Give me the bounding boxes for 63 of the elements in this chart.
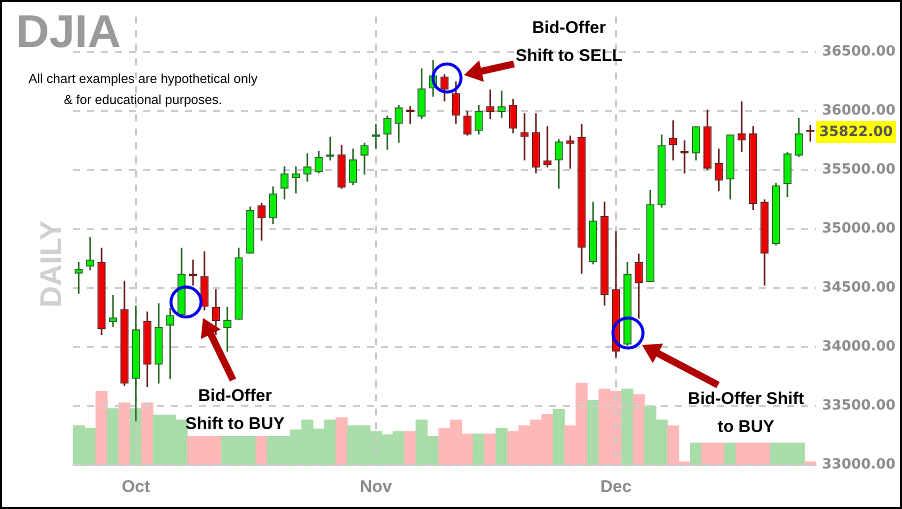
bar [621, 388, 634, 465]
candlestick [292, 166, 300, 194]
y-tick-label: 36500.00 [822, 43, 896, 60]
candlestick [543, 125, 552, 168]
bar [106, 408, 120, 465]
candlestick [474, 104, 483, 136]
y-tick-label: 36000.00 [822, 102, 896, 118]
candlestick [74, 261, 83, 295]
candlestick [348, 148, 358, 186]
candlestick [738, 100, 746, 153]
candlestick [383, 114, 392, 151]
candlestick [463, 110, 472, 136]
candlestick [303, 152, 312, 182]
text: 35822.00 [816, 121, 896, 143]
candlestick [669, 119, 678, 162]
candlestick [212, 288, 220, 336]
bar [256, 436, 268, 465]
y-tick-label: 34500.00 [822, 280, 896, 296]
candlestick [634, 252, 643, 320]
x-tick-label: Dec [600, 476, 632, 496]
annotation: All chart examples are hypothetical only & for educational purposes. [28, 70, 258, 109]
x-tick-label: Nov [360, 476, 393, 496]
candlestick [86, 236, 94, 272]
annotation: Bid-Offer Shift to BUY [686, 388, 806, 438]
y-tick-label: 35000.00 [822, 220, 896, 237]
bar [724, 442, 736, 465]
bar [496, 428, 508, 465]
candlestick [280, 166, 289, 200]
bar [690, 442, 702, 465]
candlestick [486, 88, 494, 120]
bar [404, 431, 416, 465]
bar [336, 417, 348, 465]
candlestick [257, 202, 266, 242]
bar [96, 391, 108, 465]
y-tick-label: 33500.00 [822, 398, 896, 414]
y-tick-label: 33000.00 [822, 456, 896, 473]
y-tick-label: 35500.00 [822, 162, 896, 178]
bar [118, 402, 130, 465]
candlestick [794, 117, 803, 158]
bar [552, 409, 565, 465]
annotation: Bid-Offer Shift to BUY [184, 385, 286, 435]
candlestick [314, 150, 323, 174]
candlestick [223, 306, 232, 352]
bar [484, 434, 496, 465]
candlestick [452, 80, 460, 125]
bar [141, 402, 154, 465]
candlestick [268, 186, 278, 225]
chart-title: DJIA [16, 4, 121, 58]
x-tick-label: Oct [122, 476, 150, 496]
candlestick [360, 142, 369, 176]
bar [632, 394, 645, 465]
annotation: Bid-Offer Shift to SELL [514, 17, 624, 67]
candlestick [440, 73, 449, 102]
candlestick [394, 104, 403, 144]
bar [472, 434, 485, 465]
candlestick [498, 90, 506, 119]
candlestick [554, 138, 563, 190]
candlestick [508, 98, 518, 134]
candlestick [166, 307, 174, 380]
bar [587, 400, 600, 465]
candlestick [714, 148, 723, 192]
y-tick-label: 34000.00 [822, 338, 896, 355]
candlestick [108, 294, 118, 328]
